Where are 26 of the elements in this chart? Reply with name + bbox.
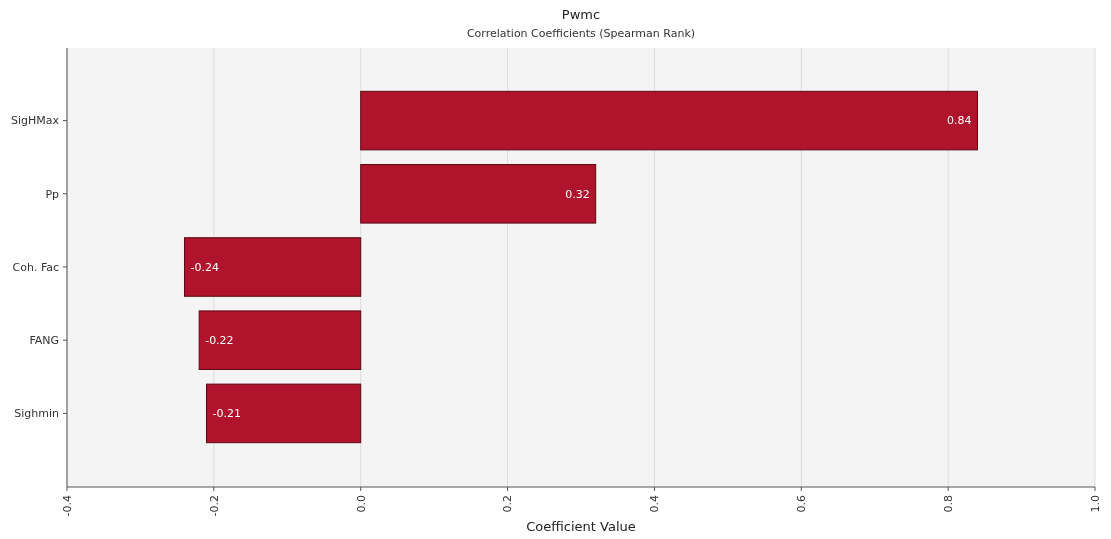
y-tick-label: SigHMax xyxy=(10,114,60,128)
data-label: -0.21 xyxy=(212,407,241,421)
x-tick-label: 0.0 xyxy=(354,495,368,513)
bar xyxy=(206,383,362,444)
x-axis-title: Coefficient Value xyxy=(526,519,636,534)
data-label: 0.84 xyxy=(947,114,972,128)
y-tick-label: Sighmin xyxy=(14,407,60,421)
bar xyxy=(360,90,979,151)
x-tick-label: -0.4 xyxy=(60,495,74,517)
x-tick-label: 0.6 xyxy=(795,495,809,513)
chart-title: Pwmc xyxy=(561,7,601,22)
data-label: 0.32 xyxy=(565,187,590,201)
y-tick-label: FANG xyxy=(29,334,59,348)
bar xyxy=(183,237,362,297)
chart-subtitle: Correlation Coefficients (Spearman Rank) xyxy=(466,27,696,40)
x-tick-label: 0.2 xyxy=(501,495,515,513)
data-label: -0.22 xyxy=(205,334,234,348)
bar xyxy=(198,310,362,370)
x-tick-label: 0.8 xyxy=(941,495,955,513)
x-tick-label: 1.0 xyxy=(1088,495,1102,513)
x-tick-label: 0.4 xyxy=(648,495,662,513)
y-tick-label: Coh. Fac xyxy=(12,260,59,274)
bar xyxy=(360,164,597,224)
x-tick-label: -0.2 xyxy=(207,495,221,517)
y-tick-label: Pp xyxy=(45,187,60,201)
data-label: -0.24 xyxy=(190,260,219,274)
